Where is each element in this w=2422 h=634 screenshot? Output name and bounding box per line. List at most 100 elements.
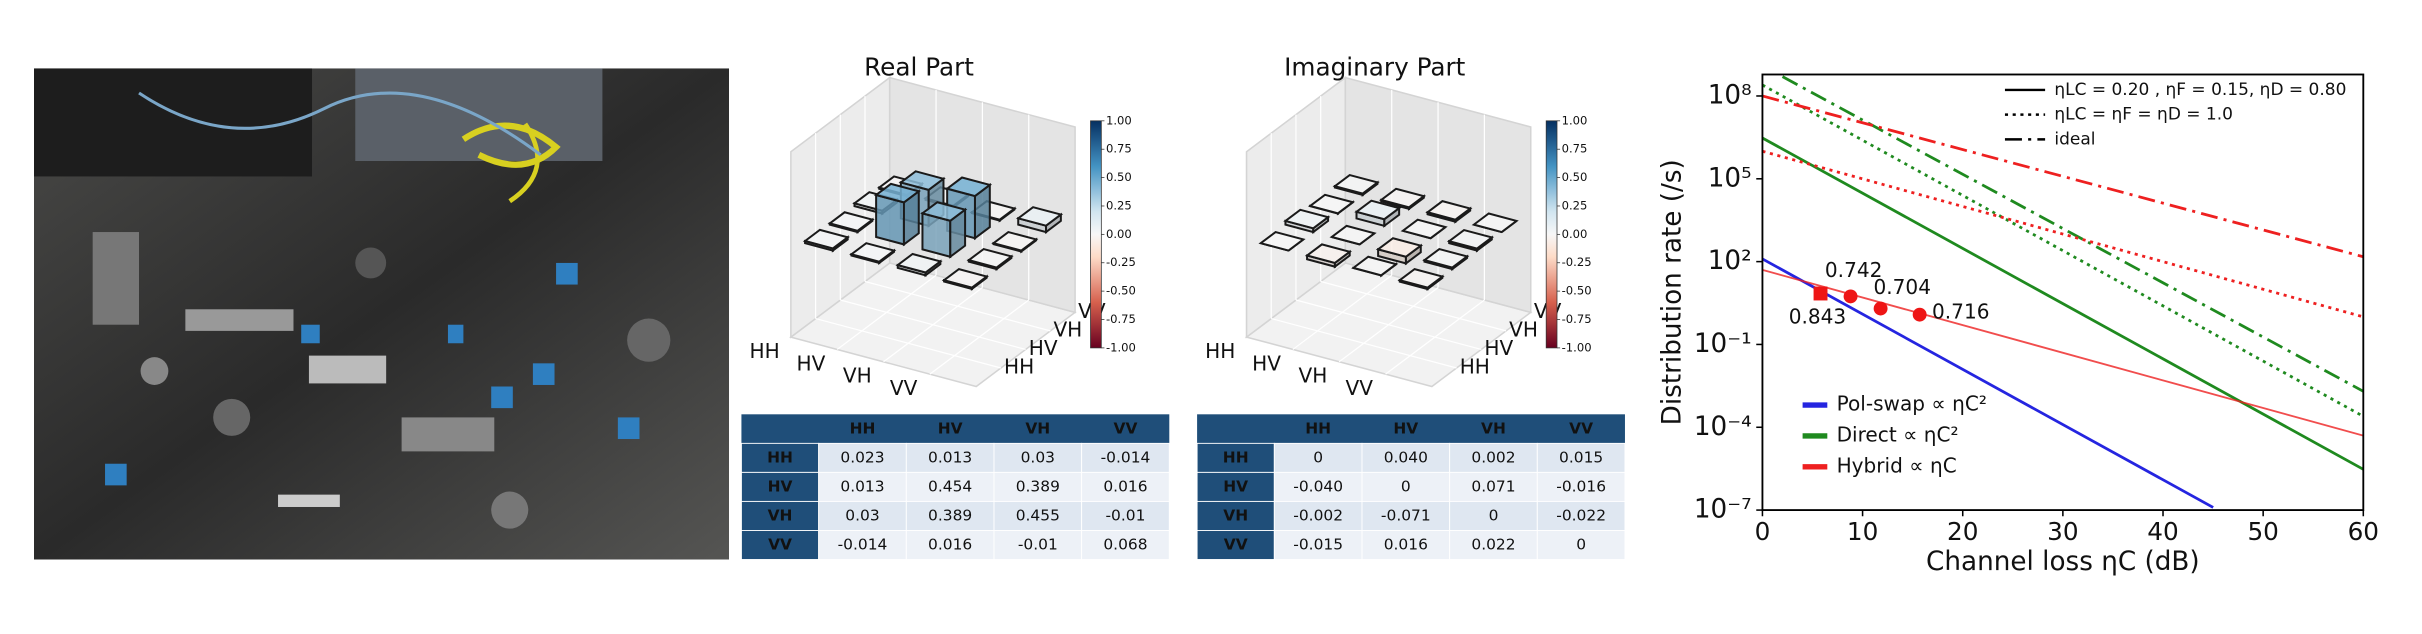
x-tick-label: 0 bbox=[1755, 517, 1771, 546]
legend-label: Pol-swap ∝ ηC² bbox=[1837, 392, 1987, 416]
table-cell bbox=[1536, 471, 1626, 502]
bar bbox=[1397, 268, 1445, 292]
series-line bbox=[1762, 268, 2364, 437]
bar-face bbox=[1354, 199, 1402, 221]
y-tick-label: HH bbox=[1460, 354, 1490, 378]
table-cell bbox=[993, 442, 1083, 473]
photo-optic bbox=[447, 324, 464, 344]
legend-label: ηLC = ηF = ηD = 1.0 bbox=[2054, 105, 2233, 125]
bar bbox=[1304, 243, 1352, 269]
photo-mount bbox=[401, 417, 495, 452]
series-line bbox=[1762, 83, 2364, 418]
photo-mount bbox=[355, 247, 387, 279]
photo-optic bbox=[105, 463, 127, 486]
table-cell-text: -0.002 bbox=[1293, 506, 1343, 524]
table-row-header-cell bbox=[1196, 530, 1275, 560]
table-cell-text: 0.389 bbox=[928, 506, 972, 524]
photo-mount bbox=[278, 494, 340, 507]
table-cell bbox=[1361, 500, 1451, 531]
pane-grid bbox=[1385, 299, 1485, 375]
y-tick-label: 10⁵ bbox=[1708, 163, 1752, 193]
data-point bbox=[1843, 289, 1858, 304]
table-cell bbox=[905, 442, 995, 473]
colorbar-tick-label: -0.50 bbox=[1106, 284, 1136, 298]
table-cell bbox=[1361, 471, 1451, 502]
lab-photo bbox=[33, 68, 730, 560]
plot-frame bbox=[1761, 73, 2365, 512]
data-point bbox=[1873, 301, 1888, 316]
x-tick-label: 10 bbox=[1847, 517, 1878, 546]
colorbar-tick-label: -1.00 bbox=[1562, 340, 1592, 354]
x-tick-label: VV bbox=[1346, 376, 1374, 400]
bar-face bbox=[827, 211, 875, 232]
colorbar-tick-label: 0.50 bbox=[1106, 170, 1132, 184]
panel-title: Imaginary Part bbox=[1284, 52, 1466, 81]
x-tick-label: 60 bbox=[2348, 517, 2379, 546]
bar-face bbox=[920, 201, 968, 222]
bar bbox=[1354, 199, 1402, 228]
photo-mount bbox=[491, 491, 529, 529]
bar-face bbox=[1378, 187, 1427, 209]
bar bbox=[1283, 208, 1331, 235]
table-cell bbox=[1449, 530, 1538, 560]
bar bbox=[895, 252, 943, 278]
bar bbox=[1446, 228, 1495, 253]
colorbar-tick-label: -0.25 bbox=[1106, 255, 1136, 269]
table-row-header: HV bbox=[1223, 477, 1248, 495]
bar-face bbox=[849, 242, 897, 263]
y-tick-label: 10⁻⁴ bbox=[1694, 412, 1752, 442]
bar-face bbox=[1258, 230, 1306, 252]
bar bbox=[802, 228, 850, 253]
point-label: 0.843 bbox=[1789, 305, 1846, 329]
bar bbox=[1375, 237, 1424, 266]
x-tick-label: 50 bbox=[2247, 517, 2278, 546]
colorbar-tick-label: -0.75 bbox=[1106, 312, 1136, 326]
bar-face bbox=[1307, 193, 1356, 215]
x-tick-label: VH bbox=[1299, 364, 1328, 388]
x-axis-label: Channel loss ηC (dB) bbox=[1926, 547, 2200, 577]
table-header bbox=[1197, 414, 1625, 444]
bar-face bbox=[1471, 212, 1519, 234]
photo-optic bbox=[491, 386, 513, 409]
bar bbox=[827, 211, 875, 235]
table-cell bbox=[1081, 442, 1170, 473]
y-tick-label: VH bbox=[1509, 317, 1538, 341]
bar bbox=[1425, 200, 1473, 224]
table-cell bbox=[1536, 530, 1626, 560]
point-label: 0.742 bbox=[1825, 258, 1882, 282]
colorbar-tick-label: 0.75 bbox=[1106, 142, 1132, 156]
table-cell-text: -0.014 bbox=[838, 535, 888, 553]
x-tick-label: VV bbox=[890, 376, 918, 400]
table-cell bbox=[818, 530, 907, 560]
photo-optic bbox=[301, 324, 320, 344]
x-tick-label: HH bbox=[1205, 339, 1235, 363]
table-row-header: HH bbox=[767, 448, 793, 466]
bar bbox=[1329, 224, 1377, 246]
colorbar-tick-label: 0.50 bbox=[1562, 170, 1588, 184]
bar-face bbox=[1304, 243, 1352, 265]
table-cell bbox=[993, 471, 1083, 502]
photo-mount bbox=[92, 232, 140, 325]
table-column-header: VV bbox=[1114, 419, 1138, 437]
bar bbox=[941, 268, 989, 291]
table-cell-text: -0.022 bbox=[1556, 506, 1606, 524]
table-cell-text: 0.455 bbox=[1016, 506, 1060, 524]
colorbar-tick-label: 0.25 bbox=[1562, 198, 1588, 212]
table-cell-text: 0.068 bbox=[1103, 535, 1147, 553]
bar bbox=[1422, 247, 1470, 272]
panel-title: Real Part bbox=[864, 52, 974, 81]
table-cell-text: 0.013 bbox=[928, 448, 972, 466]
bar bbox=[1258, 230, 1306, 252]
table-column-header: HV bbox=[1393, 419, 1418, 437]
series-line bbox=[1762, 257, 2214, 509]
bar-face bbox=[873, 182, 922, 204]
table-cell bbox=[818, 471, 907, 502]
table-cell-text: -0.01 bbox=[1105, 506, 1145, 524]
table-cell-text: 0.013 bbox=[840, 477, 884, 495]
y-tick-label: 10² bbox=[1708, 246, 1752, 276]
table-cell bbox=[1273, 530, 1363, 560]
series-line bbox=[1762, 94, 2364, 259]
bar-face bbox=[1283, 208, 1331, 230]
table-cell bbox=[993, 500, 1083, 531]
